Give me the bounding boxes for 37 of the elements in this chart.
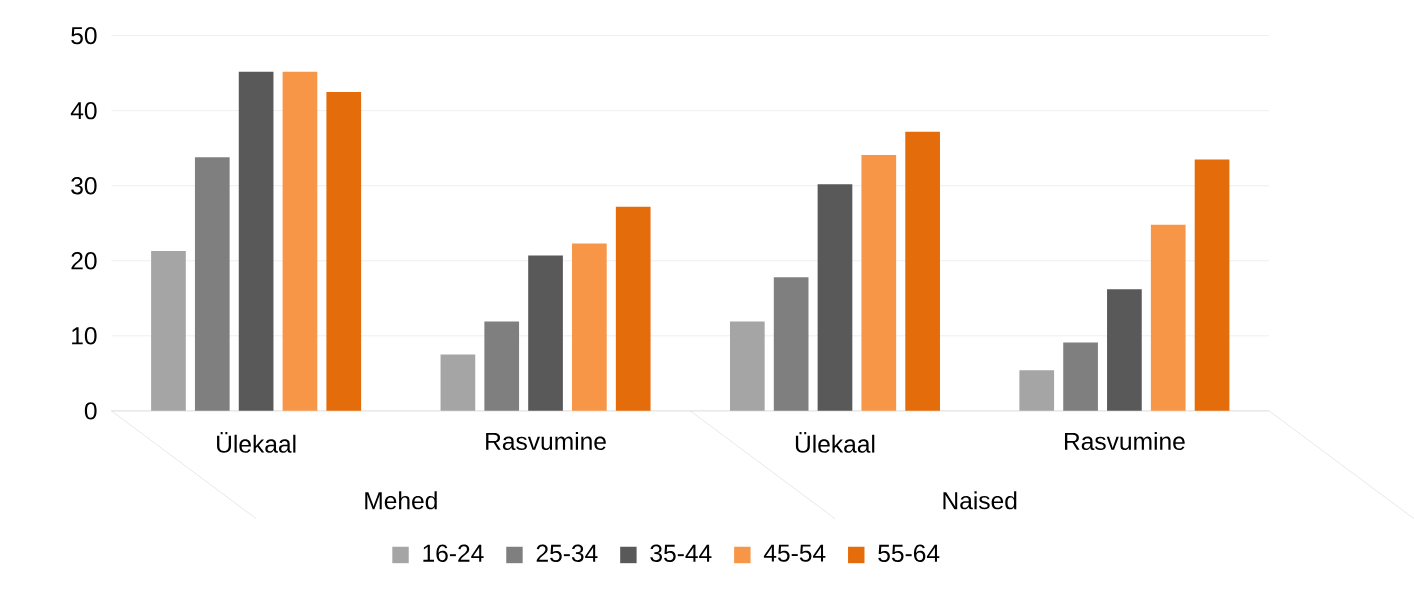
bar bbox=[528, 255, 563, 411]
bar bbox=[440, 354, 476, 411]
y-tick-label: 30 bbox=[71, 176, 97, 195]
bar bbox=[326, 91, 362, 411]
bar bbox=[484, 321, 520, 411]
y-tick-label: 40 bbox=[70, 101, 97, 120]
x-tick-label: Ülekaal bbox=[217, 431, 296, 453]
bar bbox=[615, 206, 651, 411]
legend-label: 25-34 bbox=[536, 544, 598, 562]
y-tick-label: 10 bbox=[72, 327, 97, 345]
bar bbox=[238, 71, 274, 411]
y-tick-label: 50 bbox=[71, 26, 97, 45]
x-tick-label: Ülekaal bbox=[795, 431, 875, 453]
bar bbox=[817, 184, 853, 411]
bar bbox=[1150, 224, 1186, 411]
bar bbox=[861, 154, 897, 411]
bar bbox=[1019, 370, 1055, 411]
x-tick-label: Rasvumine bbox=[1064, 431, 1185, 450]
y-tick-label: 20 bbox=[71, 251, 97, 270]
bar bbox=[729, 321, 765, 411]
bar bbox=[1194, 159, 1230, 411]
bar bbox=[905, 131, 940, 411]
bar bbox=[194, 157, 230, 411]
bar bbox=[151, 250, 186, 411]
legend-label: 16-24 bbox=[423, 544, 484, 562]
text: Naised bbox=[943, 491, 1017, 510]
bar bbox=[773, 277, 809, 411]
bar bbox=[572, 243, 607, 411]
legend-label: 35-44 bbox=[650, 544, 712, 562]
bar bbox=[1107, 289, 1142, 411]
legend-label: 55-64 bbox=[878, 544, 940, 562]
bar bbox=[282, 71, 318, 411]
text: Mehed bbox=[365, 491, 437, 510]
x-tick-label: Rasvumine bbox=[486, 431, 606, 450]
legend-label: 45-54 bbox=[763, 544, 826, 562]
y-tick-label: 0 bbox=[84, 402, 97, 420]
bar bbox=[1063, 342, 1098, 411]
